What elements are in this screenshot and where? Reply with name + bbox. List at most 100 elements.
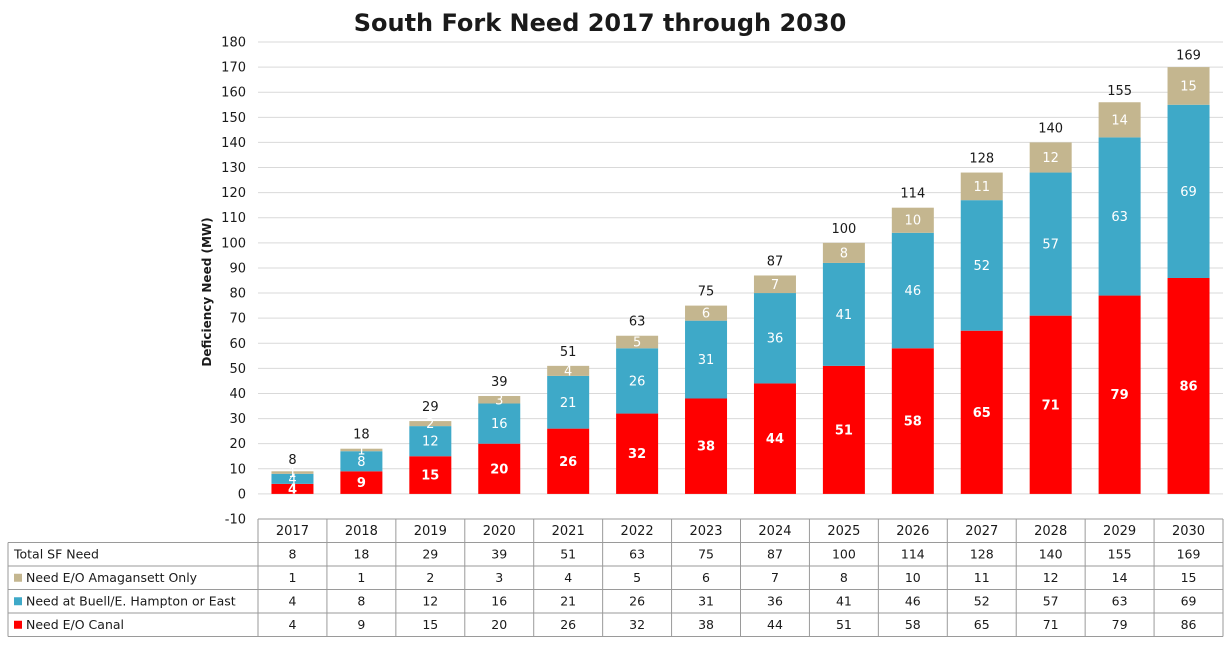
- table-cell: 51: [560, 547, 576, 562]
- table-cell: 21: [560, 594, 576, 609]
- table-cell: 155: [1108, 547, 1132, 562]
- bar-segment: [409, 456, 452, 494]
- y-tick-label: -10: [225, 513, 246, 528]
- table-cell: 86: [1181, 617, 1197, 632]
- bar-segment: [1167, 67, 1210, 105]
- segment-value-label: 2: [426, 417, 434, 432]
- bar-segment: [1098, 137, 1141, 296]
- table-cell: 46: [905, 594, 921, 609]
- bar-segment: [960, 172, 1003, 201]
- table-cell: 39: [491, 547, 507, 562]
- segment-value-label: 65: [973, 406, 991, 421]
- segment-value-label: 58: [904, 415, 922, 430]
- segment-value-label: 36: [767, 332, 784, 347]
- segment-value-label: 71: [1042, 398, 1060, 413]
- bar-segment: [478, 395, 521, 404]
- y-tick-label: 80: [229, 287, 246, 302]
- bar-segment: [340, 451, 383, 472]
- segment-value-label: 44: [766, 432, 784, 447]
- table-row-label: Total SF Need: [13, 547, 99, 562]
- bar-segment: [891, 207, 934, 233]
- x-tick-label: 2023: [689, 524, 722, 539]
- table-row-label: Need E/O Amagansett Only: [26, 570, 198, 585]
- table-cell: 7: [771, 570, 779, 585]
- segment-value-label: 52: [973, 259, 990, 274]
- y-tick-label: 0: [238, 487, 246, 502]
- bar-segment: [685, 305, 728, 321]
- segment-value-label: 15: [1180, 79, 1197, 94]
- y-tick-label: 170: [221, 61, 246, 76]
- segment-value-label: 3: [495, 393, 503, 408]
- x-tick-label: 2025: [827, 524, 860, 539]
- y-tick-label: 180: [221, 36, 246, 51]
- total-value-label: 128: [969, 152, 994, 167]
- bar-segment: [616, 335, 659, 349]
- bar-segment: [1029, 315, 1072, 494]
- bar-segment: [960, 330, 1003, 494]
- table-cell: 11: [974, 570, 990, 585]
- bar-segment: [753, 293, 796, 384]
- segment-value-label: 86: [1179, 379, 1197, 394]
- table-cell: 15: [422, 617, 438, 632]
- x-tick-label: 2021: [552, 524, 585, 539]
- x-tick-label: 2018: [345, 524, 378, 539]
- bar-segment: [478, 443, 521, 494]
- bar-segment: [547, 365, 590, 376]
- table-cell: 79: [1112, 617, 1128, 632]
- total-value-label: 75: [698, 285, 715, 300]
- x-tick-label: 2017: [276, 524, 309, 539]
- bar-segment: [1098, 102, 1141, 138]
- total-value-label: 39: [491, 375, 508, 390]
- table-cell: 31: [698, 594, 714, 609]
- segment-value-label: 41: [836, 308, 853, 323]
- table-cell: 75: [698, 547, 714, 562]
- table-row-label: Need at Buell/E. Hampton or East: [26, 594, 236, 609]
- y-tick-label: 30: [229, 412, 246, 427]
- segment-value-label: 31: [698, 353, 715, 368]
- bar-segment: [271, 471, 314, 474]
- table-cell: 16: [491, 594, 507, 609]
- bar-segment: [891, 348, 934, 494]
- segment-value-label: 5: [633, 336, 641, 351]
- segment-value-label: 14: [1111, 113, 1128, 128]
- table-cell: 1: [288, 570, 296, 585]
- segment-value-label: 57: [1042, 238, 1059, 253]
- total-value-label: 155: [1107, 84, 1132, 99]
- segment-value-label: 12: [422, 435, 439, 450]
- table-cell: 12: [422, 594, 438, 609]
- segment-value-label: 15: [421, 469, 439, 484]
- y-tick-label: 150: [221, 111, 246, 126]
- y-tick-label: 70: [229, 312, 246, 327]
- y-tick-label: 40: [229, 387, 246, 402]
- table-cell: 9: [357, 617, 365, 632]
- segment-value-label: 4: [288, 482, 297, 497]
- bar-segment: [685, 320, 728, 399]
- total-value-label: 100: [831, 222, 856, 237]
- table-cell: 26: [629, 594, 645, 609]
- table-cell: 4: [564, 570, 572, 585]
- x-tick-label: 2020: [483, 524, 516, 539]
- x-tick-label: 2028: [1034, 524, 1067, 539]
- total-value-label: 87: [767, 254, 784, 269]
- x-tick-label: 2030: [1172, 524, 1205, 539]
- x-tick-label: 2024: [758, 524, 791, 539]
- x-tick-label: 2027: [965, 524, 998, 539]
- segment-value-label: 51: [835, 423, 853, 438]
- segment-value-label: 4: [288, 472, 296, 487]
- table-cell: 18: [353, 547, 369, 562]
- y-tick-label: 160: [221, 86, 246, 101]
- table-cell: 65: [974, 617, 990, 632]
- table-cell: 52: [974, 594, 990, 609]
- segment-value-label: 26: [629, 374, 646, 389]
- table-cell: 58: [905, 617, 921, 632]
- segment-value-label: 63: [1111, 210, 1128, 225]
- segment-value-label: 21: [560, 396, 577, 411]
- segment-value-label: 69: [1180, 185, 1197, 200]
- total-value-label: 8: [288, 453, 296, 468]
- y-axis-ticks: -10 0 10 20 30 40 50 60 70 80 90 100 110 120 130 140 150…: [221, 36, 246, 528]
- table-cell: 4: [288, 617, 296, 632]
- segment-value-label: 16: [491, 417, 508, 432]
- y-tick-label: 130: [221, 161, 246, 176]
- x-tick-label: 2022: [621, 524, 654, 539]
- y-tick-label: 20: [229, 437, 246, 452]
